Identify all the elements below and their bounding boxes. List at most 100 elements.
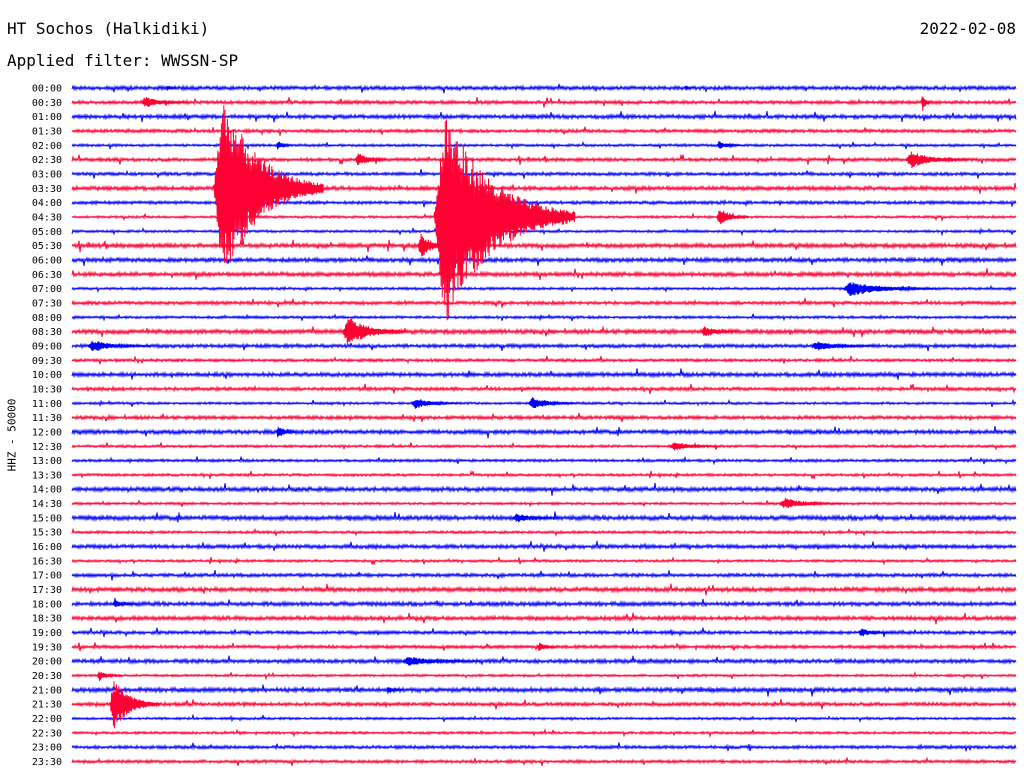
time-tick-label: 12:00 xyxy=(32,427,62,438)
time-tick-label: 17:00 xyxy=(32,571,62,582)
trace-line xyxy=(71,655,1017,666)
time-tick-label: 06:30 xyxy=(32,270,62,281)
filter-label: Applied filter: WWSSN-SP xyxy=(7,51,239,70)
time-tick-label: 16:00 xyxy=(32,542,62,553)
event-burst xyxy=(109,681,161,729)
time-tick-label: 09:30 xyxy=(32,356,62,367)
trace-line xyxy=(71,540,1017,552)
trace-line xyxy=(71,556,1017,566)
time-tick-label: 23:00 xyxy=(32,743,62,754)
event-burst xyxy=(140,96,189,108)
time-tick-label: 07:00 xyxy=(32,284,62,295)
event-burst xyxy=(716,210,749,225)
event-burst xyxy=(165,85,176,91)
event-burst xyxy=(386,687,403,694)
event-burst xyxy=(433,119,576,321)
trace-line xyxy=(71,83,1017,94)
event-burst xyxy=(527,397,576,409)
trace-line xyxy=(71,727,1017,739)
trace-line xyxy=(71,326,1017,338)
time-tick-label: 05:30 xyxy=(32,241,62,252)
time-tick-label: 15:30 xyxy=(32,528,62,539)
trace-line xyxy=(71,583,1017,596)
trace-line xyxy=(71,97,1017,108)
event-burst xyxy=(354,153,387,166)
event-burst xyxy=(811,341,875,351)
time-tick-label: 17:30 xyxy=(32,585,62,596)
time-tick-label: 06:00 xyxy=(32,255,62,266)
event-burst xyxy=(669,442,718,451)
time-tick-label: 10:00 xyxy=(32,370,62,381)
event-burst xyxy=(87,340,151,351)
trace-line xyxy=(71,182,1017,194)
time-tick-label: 20:00 xyxy=(32,657,62,668)
trace-line xyxy=(71,297,1017,308)
time-tick-label: 03:30 xyxy=(32,184,62,195)
trace-line xyxy=(71,469,1017,479)
time-tick-label: 04:30 xyxy=(32,212,62,223)
trace-line xyxy=(71,425,1017,439)
time-tick-label: 14:00 xyxy=(32,485,62,496)
event-burst xyxy=(842,282,938,297)
time-tick-label: 21:00 xyxy=(32,685,62,696)
event-burst xyxy=(411,399,459,409)
trace-line xyxy=(71,441,1017,451)
trace-line xyxy=(71,698,1017,710)
time-tick-label: 09:00 xyxy=(32,341,62,352)
trace-line xyxy=(71,239,1017,253)
event-burst xyxy=(213,105,324,263)
trace-line xyxy=(71,713,1017,723)
trace-line xyxy=(71,355,1017,365)
trace-line xyxy=(71,412,1017,423)
trace-line xyxy=(71,268,1017,281)
time-tick-label: 20:30 xyxy=(32,671,62,682)
time-tick-label: 23:30 xyxy=(32,757,62,768)
time-tick-label: 00:00 xyxy=(32,84,62,95)
event-burst xyxy=(905,151,969,169)
trace-line xyxy=(71,482,1017,496)
event-burst xyxy=(417,233,450,257)
time-tick-label: 05:00 xyxy=(32,227,62,238)
trace-line xyxy=(71,110,1017,123)
time-tick-label: 15:00 xyxy=(32,513,62,524)
time-tick-label: 10:30 xyxy=(32,384,62,395)
time-tick-label: 13:30 xyxy=(32,470,62,481)
date-label: 2022-02-08 xyxy=(919,19,1016,38)
time-tick-label: 02:00 xyxy=(32,141,62,152)
time-tick-label: 01:30 xyxy=(32,126,62,137)
time-tick-label: 08:30 xyxy=(32,327,62,338)
trace-line xyxy=(71,756,1017,767)
time-tick-label: 07:30 xyxy=(32,298,62,309)
trace-line xyxy=(71,455,1017,466)
trace-line xyxy=(71,140,1017,151)
time-tick-label: 14:30 xyxy=(32,499,62,510)
event-burst xyxy=(112,600,138,608)
trace-line xyxy=(71,597,1017,608)
trace-line xyxy=(71,612,1017,625)
trace-line xyxy=(71,383,1017,395)
event-burst xyxy=(96,671,123,682)
trace-line xyxy=(71,684,1017,697)
trace-line xyxy=(71,500,1017,508)
trace-line xyxy=(71,511,1017,523)
time-tick-label: 18:30 xyxy=(32,614,62,625)
time-tick-label: 11:00 xyxy=(32,399,62,410)
trace-line xyxy=(71,342,1017,352)
trace-line xyxy=(71,198,1017,208)
time-tick-label: 18:00 xyxy=(32,599,62,610)
event-burst xyxy=(342,318,406,346)
time-tick-label: 01:00 xyxy=(32,112,62,123)
event-burst xyxy=(512,513,560,523)
event-burst xyxy=(700,326,739,336)
time-tick-label: 11:30 xyxy=(32,413,62,424)
time-tick-label: 22:30 xyxy=(32,728,62,739)
trace-line xyxy=(71,742,1017,752)
time-tick-label: 00:30 xyxy=(32,98,62,109)
time-tick-label: 03:00 xyxy=(32,169,62,180)
trace-line xyxy=(71,527,1017,537)
time-tick-label: 12:30 xyxy=(32,442,62,453)
time-tick-label: 08:00 xyxy=(32,313,62,324)
trace-line xyxy=(71,154,1017,165)
event-burst xyxy=(779,497,843,509)
event-burst xyxy=(276,141,293,150)
